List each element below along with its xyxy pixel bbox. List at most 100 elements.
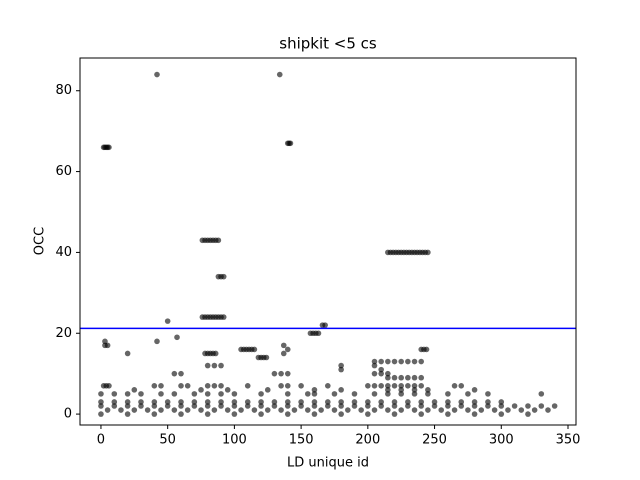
point: [278, 370, 284, 377]
point: [258, 403, 264, 409]
point: [184, 382, 191, 389]
point: [144, 407, 151, 413]
point: [378, 382, 384, 389]
point: [220, 314, 227, 320]
point: [411, 387, 418, 393]
point: [378, 366, 384, 373]
point: [311, 387, 318, 393]
point: [498, 403, 505, 409]
point: [391, 399, 398, 405]
point: [284, 391, 291, 397]
y-tick-label: 20: [55, 326, 72, 341]
point: [391, 411, 398, 417]
point: [458, 403, 465, 409]
point: [311, 411, 318, 417]
point: [271, 403, 278, 409]
point: [258, 399, 264, 405]
point: [154, 71, 160, 78]
point: [220, 273, 227, 280]
point: [212, 350, 219, 357]
point: [498, 399, 505, 405]
plot-frame: [79, 57, 577, 426]
point: [525, 411, 531, 417]
x-tick-label: 250: [422, 433, 447, 448]
point: [131, 407, 138, 413]
point: [231, 399, 238, 405]
point: [218, 391, 224, 397]
point: [371, 362, 378, 369]
point: [465, 391, 471, 397]
point: [158, 382, 164, 389]
point: [371, 382, 378, 389]
point: [338, 366, 344, 373]
point: [378, 358, 384, 365]
point: [244, 403, 251, 409]
point: [224, 407, 231, 413]
point: [218, 382, 224, 389]
point: [164, 403, 171, 409]
point: [124, 391, 131, 397]
point: [151, 382, 158, 389]
point: [231, 403, 238, 409]
y-tick-label: 60: [55, 164, 72, 179]
point: [280, 342, 287, 349]
point: [405, 358, 411, 365]
point: [405, 403, 411, 409]
point: [224, 387, 231, 393]
point: [271, 399, 278, 405]
point: [251, 346, 258, 353]
point: [385, 407, 391, 413]
point: [331, 407, 338, 413]
point: [278, 382, 284, 389]
point: [485, 403, 491, 409]
point: [204, 399, 211, 405]
point: [423, 346, 430, 353]
point: [378, 399, 384, 405]
point: [284, 411, 291, 417]
point: [178, 399, 184, 405]
point: [138, 391, 144, 397]
point: [445, 403, 451, 409]
point: [371, 391, 378, 397]
point: [131, 387, 138, 393]
point: [338, 399, 344, 405]
point: [465, 407, 471, 413]
point: [204, 391, 211, 397]
point: [204, 362, 211, 369]
point: [178, 403, 184, 409]
point: [338, 362, 344, 369]
point: [398, 387, 404, 393]
point: [451, 407, 458, 413]
point: [378, 403, 384, 409]
point: [271, 370, 278, 377]
point: [322, 322, 328, 328]
point: [218, 403, 224, 409]
point: [365, 382, 371, 389]
point: [471, 387, 478, 393]
point: [491, 407, 498, 413]
point: [445, 411, 451, 417]
point: [198, 407, 204, 413]
point: [218, 399, 224, 405]
point: [371, 358, 378, 365]
point: [104, 407, 111, 413]
point: [351, 403, 358, 409]
point: [418, 358, 425, 365]
point: [184, 407, 191, 413]
point: [405, 374, 411, 381]
point: [398, 382, 404, 389]
point: [378, 370, 384, 377]
point: [284, 382, 291, 389]
point: [365, 411, 371, 417]
point: [418, 374, 425, 381]
point: [164, 318, 171, 324]
point: [231, 391, 238, 397]
point: [418, 399, 425, 405]
point: [458, 399, 465, 405]
point: [418, 382, 425, 389]
point: [425, 391, 431, 397]
y-tick-label: 80: [55, 83, 72, 98]
point: [171, 370, 178, 377]
point: [391, 374, 398, 381]
